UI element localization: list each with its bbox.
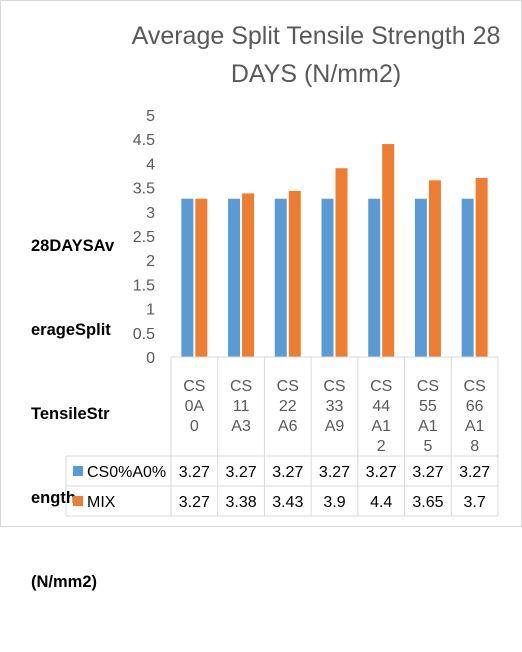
y-tick-label: 3.5 bbox=[133, 181, 155, 198]
bar-cs0-a0- bbox=[461, 198, 474, 357]
category-label: 0A bbox=[185, 398, 205, 415]
bar-mix bbox=[475, 177, 488, 357]
table-cell-value: 3.43 bbox=[272, 494, 303, 511]
table-cell-value: 3.27 bbox=[226, 464, 257, 481]
y-tick-label: 4 bbox=[146, 156, 155, 173]
bar-cs0-a0- bbox=[228, 198, 241, 357]
legend-key-mix bbox=[73, 496, 83, 506]
chart-title: Average Split Tensile Strength 28 DAYS (… bbox=[111, 17, 521, 93]
category-label: CS bbox=[464, 378, 486, 395]
category-label: 44 bbox=[372, 398, 390, 415]
table-cell-value: 3.27 bbox=[272, 464, 303, 481]
bar-mix bbox=[335, 168, 348, 357]
bar-cs0-a0- bbox=[274, 198, 287, 357]
category-label: 55 bbox=[419, 398, 437, 415]
category-label: A6 bbox=[278, 418, 298, 435]
y-axis-label-line: ength bbox=[31, 489, 76, 507]
category-label: CS bbox=[277, 378, 299, 395]
bar-cs0-a0- bbox=[321, 198, 334, 357]
table-cell-value: 4.4 bbox=[370, 494, 392, 511]
table-cell-value: 3.9 bbox=[323, 494, 345, 511]
chart-frame: Average Split Tensile Strength 28 DAYS (… bbox=[0, 0, 522, 591]
y-tick-label: 4.5 bbox=[133, 132, 155, 149]
y-tick-label: 2.5 bbox=[133, 229, 155, 246]
bar-mix bbox=[382, 144, 395, 357]
legend-label: CS0%A0% bbox=[87, 464, 166, 481]
bar-cs0-a0- bbox=[414, 198, 427, 357]
bar-mix bbox=[428, 180, 441, 357]
y-axis-label-line: erageSplit bbox=[31, 321, 111, 339]
table-cell-value: 3.27 bbox=[459, 464, 490, 481]
category-label: 0 bbox=[190, 418, 199, 435]
category-label: 11 bbox=[233, 398, 250, 415]
category-label: 33 bbox=[326, 398, 344, 415]
y-tick-label: 1 bbox=[146, 302, 155, 319]
category-label: 5 bbox=[423, 438, 432, 455]
bar-mix bbox=[242, 193, 255, 357]
category-label: CS bbox=[370, 378, 392, 395]
bar-mix bbox=[195, 198, 208, 357]
y-axis-label-line: 28DAYSAv bbox=[31, 237, 115, 255]
table-cell-value: 3.65 bbox=[412, 494, 443, 511]
table-cell-value: 3.27 bbox=[179, 464, 210, 481]
bar-cs0-a0- bbox=[181, 198, 194, 357]
bar-mix bbox=[288, 190, 301, 357]
category-label: 22 bbox=[279, 398, 297, 415]
y-tick-label: 5 bbox=[146, 108, 155, 125]
category-label: A9 bbox=[325, 418, 345, 435]
table-cell-value: 3.27 bbox=[412, 464, 443, 481]
chart-title-line: Average Split Tensile Strength 28 bbox=[131, 22, 501, 50]
y-axis-label-line: TensileStr bbox=[31, 405, 110, 423]
bar-chart: 0 0.5 1 1.5 2 2.5 3 3.5 4 4.5 5 CS 0A 0 CS 11 A3 CS 22 A6 CS… bbox=[65, 108, 499, 517]
y-axis-label-line: (N/mm2) bbox=[31, 573, 98, 591]
category-label: CS bbox=[183, 378, 205, 395]
chart-title-line: DAYS (N/mm2) bbox=[230, 60, 402, 88]
table-cell-value: 3.27 bbox=[366, 464, 397, 481]
y-tick-label: 0.5 bbox=[133, 326, 155, 343]
y-tick-label: 1.5 bbox=[133, 277, 155, 294]
bar-cs0-a0- bbox=[368, 198, 381, 357]
legend-key-cs0-a0- bbox=[73, 466, 83, 476]
category-label: A1 bbox=[418, 418, 438, 435]
table-cell-value: 3.38 bbox=[226, 494, 257, 511]
y-tick-label: 0 bbox=[146, 350, 155, 367]
category-label: A1 bbox=[371, 418, 391, 435]
legend-label: MIX bbox=[87, 494, 116, 511]
category-label: CS bbox=[230, 378, 252, 395]
category-label: 66 bbox=[466, 398, 484, 415]
category-label: 8 bbox=[470, 438, 479, 455]
y-tick-label: 2 bbox=[146, 253, 155, 270]
category-label: CS bbox=[323, 378, 345, 395]
table-cell-value: 3.27 bbox=[179, 494, 210, 511]
category-label: CS bbox=[417, 378, 439, 395]
table-cell-value: 3.27 bbox=[319, 464, 350, 481]
y-tick-label: 3 bbox=[146, 205, 155, 222]
category-label: A3 bbox=[231, 418, 251, 435]
table-cell-value: 3.7 bbox=[464, 494, 486, 511]
category-label: 2 bbox=[377, 438, 386, 455]
category-label: A1 bbox=[465, 418, 485, 435]
